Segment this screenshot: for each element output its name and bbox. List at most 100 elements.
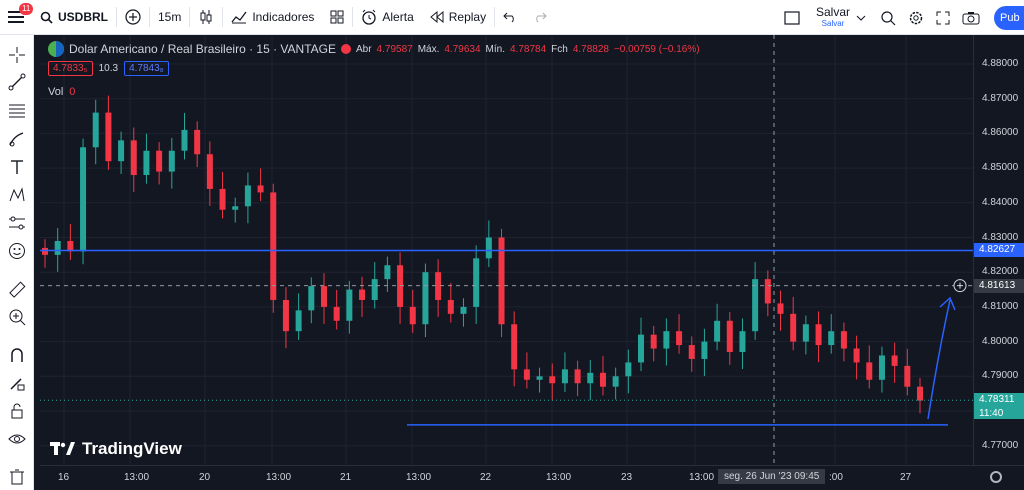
open-value: 4.79587	[376, 43, 413, 55]
stay-drawing-tool[interactable]	[5, 371, 29, 395]
pattern-tool[interactable]	[5, 183, 29, 207]
zoom-tool[interactable]	[5, 305, 29, 329]
crosshair-tool[interactable]	[5, 43, 29, 67]
time-tick-label: 22	[480, 472, 492, 483]
low-value: 4.78784	[509, 43, 547, 55]
replay-button[interactable]: Replay	[422, 0, 494, 35]
templates-button[interactable]	[322, 0, 352, 35]
candle-body	[688, 345, 695, 359]
crosshair-time-label: seg. 26 Jun '23 09:45	[718, 469, 826, 484]
candle-body	[752, 279, 759, 332]
candle-body	[828, 331, 835, 346]
candle-body	[460, 306, 467, 314]
last-price-label: 4.78311 11:40	[974, 393, 1024, 420]
bar-countdown: 11:40	[979, 408, 1004, 420]
candle-body	[447, 299, 454, 314]
undo-button[interactable]	[495, 0, 525, 35]
last-price-value: 4.78311	[979, 394, 1015, 406]
main-menu-button[interactable]: 11	[0, 0, 34, 35]
hide-drawings-tool[interactable]	[5, 427, 29, 451]
compare-symbol-button[interactable]	[117, 0, 149, 35]
divider	[494, 7, 496, 27]
candle-body	[168, 150, 175, 172]
candle-body	[105, 112, 112, 162]
symbol-title[interactable]: Dolar Americano / Real Brasileiro · 15 ·…	[69, 42, 336, 56]
fib-tool[interactable]	[5, 98, 29, 122]
bid-price[interactable]: 4.7833₅	[48, 61, 93, 76]
candle-body	[917, 386, 923, 401]
symbol-label: USDBRL	[58, 10, 108, 24]
change-value: −0.00759 (−0.16%)	[613, 43, 700, 55]
icons-tool[interactable]	[5, 239, 29, 263]
candle-body	[409, 306, 416, 325]
text-tool[interactable]	[5, 155, 29, 179]
smiley-icon	[9, 243, 25, 259]
time-tick-label: :00	[829, 472, 843, 483]
divider	[116, 7, 117, 27]
layout-button[interactable]	[776, 0, 808, 35]
redo-button[interactable]	[525, 0, 555, 35]
currency-flag-icon	[48, 41, 64, 57]
measure-tool[interactable]	[5, 278, 29, 302]
time-tick-label: 27	[900, 472, 912, 483]
lock-icon	[11, 403, 23, 419]
fullscreen-button[interactable]	[930, 0, 956, 35]
price-scale[interactable]: 4.88000 4.87000 4.86000 4.85000 4.84000 4.830…	[973, 35, 1024, 465]
price-plot[interactable]	[40, 35, 973, 465]
undo-icon	[503, 12, 514, 23]
ruler-icon	[9, 281, 26, 298]
chart-pane[interactable]: Dolar Americano / Real Brasileiro · 15 ·…	[40, 35, 973, 465]
high-key: Máx.	[417, 43, 440, 55]
alert-button[interactable]: Alerta	[353, 0, 421, 35]
candle-body	[536, 376, 543, 380]
candle-body	[599, 372, 606, 387]
candle-body	[866, 362, 873, 380]
ask-price[interactable]: 4.7843₈	[124, 61, 169, 76]
price-tick-label: 4.86000	[982, 127, 1019, 139]
magnet-tool[interactable]	[5, 343, 29, 367]
brush-tool[interactable]	[5, 127, 29, 151]
indicators-button[interactable]: Indicadores	[223, 0, 322, 35]
candle-body	[802, 324, 809, 342]
snapshot-button[interactable]	[956, 0, 986, 35]
candle-body	[790, 313, 797, 342]
candle-body	[206, 154, 213, 189]
price-tick-label: 4.83000	[982, 231, 1019, 243]
candle-body	[840, 331, 847, 349]
indicators-icon	[231, 11, 247, 24]
forecast-tool[interactable]	[5, 211, 29, 235]
settings-button[interactable]	[902, 0, 930, 35]
scale-settings-gear-icon[interactable]	[990, 471, 1002, 483]
chart-type-button[interactable]	[190, 0, 222, 35]
remove-drawings-tool[interactable]	[5, 465, 29, 489]
candle-body	[371, 279, 378, 300]
interval-button[interactable]: 15m	[158, 10, 182, 24]
quick-search-button[interactable]	[874, 0, 902, 35]
price-tick-label: 4.85000	[982, 162, 1019, 174]
volume-value: 0	[69, 86, 76, 98]
trendline-tool[interactable]	[5, 70, 29, 94]
price-tick-label: 4.82000	[982, 266, 1019, 278]
publish-button[interactable]: Pub	[994, 6, 1024, 30]
high-value: 4.79634	[444, 43, 481, 55]
watermark-text: TradingView	[82, 439, 182, 458]
arrow-head	[939, 296, 956, 311]
candle-body	[904, 365, 911, 387]
tradingview-logo-icon	[50, 442, 75, 455]
save-button[interactable]: Salvar Salvar	[808, 0, 874, 35]
pencil-lock-icon	[10, 378, 25, 391]
candle-body	[80, 147, 87, 252]
crosshair-price-label: 4.81613	[974, 278, 1024, 293]
market-status-icon[interactable]	[340, 44, 351, 54]
resistance-price-label: 4.82627	[974, 243, 1024, 258]
candle-body	[333, 306, 340, 321]
zoom-in-icon	[9, 309, 26, 326]
candle-body	[67, 240, 74, 252]
volume-legend: Vol 0	[48, 86, 75, 98]
time-tick-label: 13:00	[124, 472, 150, 483]
lock-drawings-tool[interactable]	[5, 399, 29, 423]
candle-body	[118, 140, 125, 162]
time-scale[interactable]: seg. 26 Jun '23 09:45 16 13:00 20 13:00 21 13…	[40, 465, 1024, 490]
candle-body	[625, 362, 632, 377]
symbol-search-button[interactable]: USDBRL	[32, 0, 116, 35]
